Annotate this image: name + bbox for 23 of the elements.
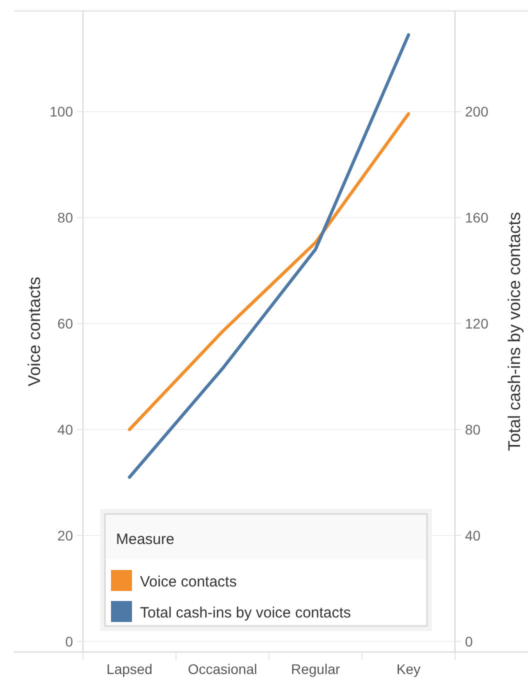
y-tick-label: 60 [57,315,74,332]
y-axis-title: Voice contacts [25,276,44,386]
x-tick-label: Occasional [188,661,258,677]
line-series [128,33,410,479]
y-tick-label: 0 [65,633,74,650]
y2-tick-label: 120 [465,315,489,332]
legend-label: Voice contacts [140,573,237,590]
x-tick-label: Key [396,661,421,677]
y2-axis-title: Total cash-ins by voice contacts [505,212,524,452]
line-series [128,112,410,432]
y2-tick-label: 200 [465,104,489,120]
y2-tick-label: 40 [465,527,481,544]
y2-tick-label: 80 [465,421,481,438]
legend-label: Total cash-ins by voice contacts [140,604,351,622]
y2-tick-label: 160 [465,210,489,226]
y-tick-label: 40 [57,421,74,438]
legend-title: Measure [116,531,174,548]
y-tick-label: 100 [50,104,74,120]
x-tick-label: Lapsed [106,661,152,677]
y2-tick-label: 0 [465,633,473,650]
y-tick-label: 20 [57,527,74,544]
y-tick-label: 80 [57,210,74,226]
x-tick-label: Regular [290,661,340,677]
